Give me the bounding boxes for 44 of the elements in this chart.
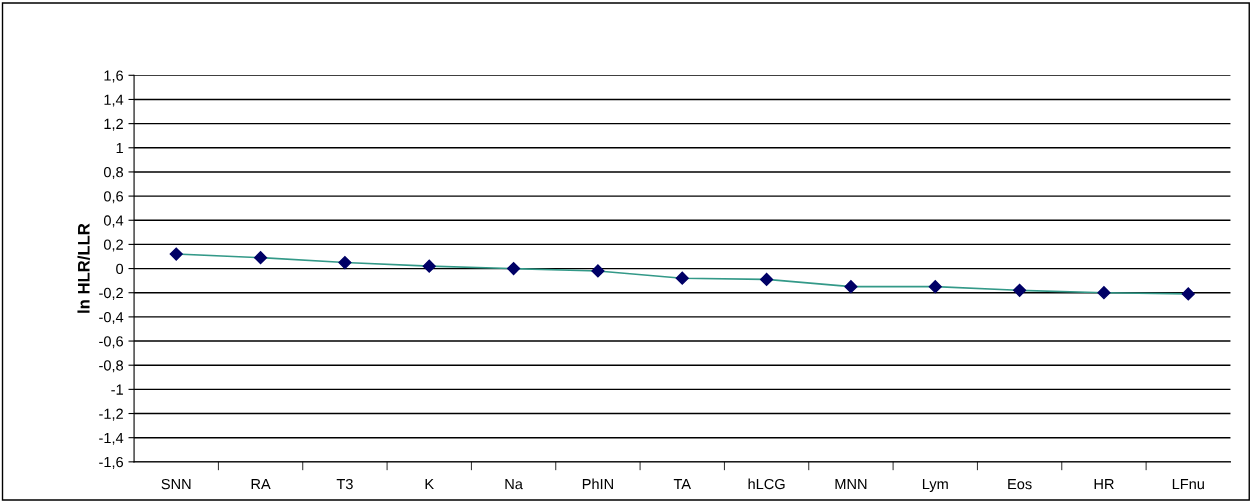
y-tick-label: 0,2 bbox=[103, 239, 123, 252]
x-tick-label: K bbox=[425, 479, 434, 490]
point bbox=[253, 251, 268, 265]
point bbox=[591, 264, 605, 278]
x-tick-label: RA bbox=[251, 479, 271, 490]
point bbox=[1097, 286, 1111, 300]
y-tick-label: 0 bbox=[116, 263, 124, 274]
y-tick-label: 1,4 bbox=[104, 94, 124, 107]
y-tick-label: -0,8 bbox=[99, 360, 124, 373]
y-tick-label: -1,2 bbox=[99, 408, 123, 421]
x-tick-label: hLCG bbox=[748, 478, 785, 490]
point bbox=[844, 280, 858, 294]
y-axis-title: ln HLR/LLR bbox=[77, 223, 90, 313]
x-tick-label: TA bbox=[673, 479, 692, 490]
x-tick-label: MNN bbox=[835, 479, 867, 490]
point bbox=[675, 271, 689, 285]
y-tick-label: -0,4 bbox=[99, 311, 124, 325]
point bbox=[506, 261, 521, 276]
y-tick-label: 0,4 bbox=[103, 215, 124, 228]
x-tick-label: HR bbox=[1094, 479, 1114, 490]
y-tick-label: 1,6 bbox=[104, 70, 124, 83]
y-tick-label: -1 bbox=[111, 384, 123, 395]
x-tick-label: Na bbox=[505, 479, 523, 490]
x-tick-label: LFnu bbox=[1172, 479, 1204, 490]
x-tick-label: T3 bbox=[336, 478, 353, 490]
x-tick-label: SNN bbox=[161, 478, 191, 490]
y-tick-label: -1,6 bbox=[99, 456, 124, 469]
x-tick-label: PhIN bbox=[582, 478, 613, 490]
point bbox=[422, 259, 436, 273]
point bbox=[760, 272, 774, 287]
x-tick-label: Lym bbox=[922, 479, 948, 493]
point bbox=[928, 280, 942, 294]
y-tick-label: -0,2 bbox=[99, 287, 123, 300]
y-tick-label: 1 bbox=[116, 143, 123, 154]
y-tick-label: 0,8 bbox=[103, 167, 124, 180]
y-tick-label: 0,6 bbox=[103, 191, 124, 204]
y-tick-label: -0,6 bbox=[99, 336, 124, 349]
x-tick-label: Eos bbox=[1008, 479, 1032, 490]
y-tick-label: -1,4 bbox=[99, 432, 124, 445]
point bbox=[1013, 283, 1027, 297]
point bbox=[1181, 287, 1195, 301]
point bbox=[338, 255, 352, 270]
point bbox=[169, 247, 183, 261]
y-tick-label: 1,2 bbox=[104, 118, 123, 131]
